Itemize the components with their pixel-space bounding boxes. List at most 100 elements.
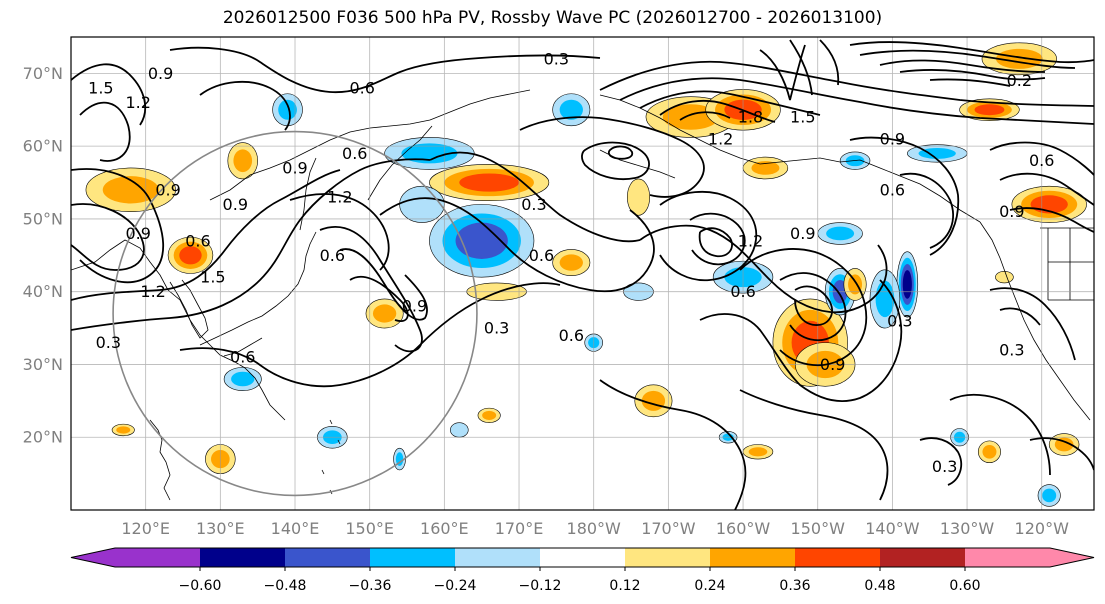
pv-anomaly-blob — [278, 99, 297, 120]
contour-label: 0.6 — [230, 348, 255, 367]
contour-label: 1.5 — [790, 108, 815, 127]
lon-tick-label: 120°E — [121, 519, 170, 538]
pv-anomaly-blob — [102, 176, 159, 204]
pv-anomaly-blob — [1042, 488, 1057, 503]
colorbar-segment — [880, 548, 966, 567]
lon-tick-label: 140°W — [865, 519, 920, 538]
contour-label: 0.6 — [185, 231, 210, 250]
pv-anomaly-blob — [395, 452, 404, 466]
colorbar-tick-label: −0.24 — [434, 578, 477, 594]
colorbar-tick-label: −0.36 — [349, 578, 392, 594]
contour-label: 1.2 — [738, 231, 763, 250]
pv-anomaly-blob — [482, 410, 497, 420]
contour-label: 0.9 — [402, 297, 427, 316]
contour-label: 0.3 — [932, 457, 957, 476]
colorbar-segment — [710, 548, 796, 567]
contour-label: 0.6 — [880, 180, 905, 199]
pv-anomaly-blob — [179, 246, 202, 265]
contour-labels: 0.3 0.6 1.5 1.2 0.9 0.6 0.9 0.9 0.9 1.2 0.3 0.9 0.6 0… — [88, 49, 1054, 476]
colorbar-tick-label: −0.60 — [179, 578, 222, 594]
pv-anomaly-blob — [559, 254, 583, 271]
contour-label: 0.6 — [320, 246, 345, 265]
contour-label: 1.5 — [200, 268, 225, 287]
lon-tick-label: 140°E — [271, 519, 320, 538]
contour-label: 0.9 — [820, 355, 845, 374]
pv-anomaly-blob — [974, 104, 1005, 116]
pv-anomaly-blob — [641, 390, 666, 411]
pv-anomaly-blob — [627, 178, 651, 216]
colorbar-tick-label: −0.12 — [519, 578, 562, 594]
colorbar-segment — [795, 548, 881, 567]
contour-label: 0.9 — [125, 224, 150, 243]
contour-label: 1.2 — [708, 129, 733, 148]
contour-label: 0.3 — [96, 333, 121, 352]
contour-label: 1.5 — [88, 78, 113, 97]
pv-anomaly-blob — [231, 371, 255, 387]
lon-tick-label: 150°W — [791, 519, 846, 538]
lat-tick-label: 50°N — [23, 209, 63, 228]
contour-label: 0.6 — [559, 326, 584, 345]
contour-label: 0.6 — [349, 78, 374, 97]
map-frame — [70, 36, 1095, 511]
lon-tick-label: 170°W — [641, 519, 696, 538]
contour-label: 0.9 — [880, 129, 905, 148]
lon-tick-label: 180°W — [567, 519, 622, 538]
colorbar-tick-label: −0.48 — [264, 578, 307, 594]
lon-tick-label: 150°E — [345, 519, 394, 538]
lat-tick-label: 40°N — [23, 282, 63, 301]
colorbar-tick-label: 0.60 — [949, 578, 980, 594]
colorbar-segment — [455, 548, 541, 567]
lat-tick-label: 70°N — [23, 64, 63, 83]
contour-label: 1.2 — [327, 188, 352, 207]
lon-tick-label: 130°E — [196, 519, 245, 538]
colorbar-tick-label: 0.48 — [864, 578, 895, 594]
contour-label: 0.3 — [544, 49, 569, 68]
lon-tick-label: 170°E — [495, 519, 544, 538]
lon-tick-label: 160°W — [716, 519, 771, 538]
pv-anomaly-blob — [459, 173, 520, 192]
pv-anomaly-blob — [233, 149, 253, 173]
lat-tick-label: 20°N — [23, 428, 63, 447]
pv-anomaly-blob — [995, 271, 1014, 284]
pv-anomaly-blob — [748, 447, 768, 457]
contour-label: 1.2 — [140, 282, 165, 301]
lon-tick-label: 130°W — [940, 519, 995, 538]
pv-anomaly-blob — [662, 104, 719, 130]
pv-anomaly-blob — [450, 422, 469, 438]
pv-anomaly-blob — [1054, 437, 1074, 452]
pv-anomaly-blob — [399, 185, 445, 223]
contour-label: 0.9 — [223, 195, 248, 214]
lat-tick-label: 60°N — [23, 137, 63, 156]
contour-label: 0.9 — [155, 180, 180, 199]
contour-label: 0.6 — [730, 282, 755, 301]
contour-label: 0.6 — [342, 144, 367, 163]
colorbar-tick-label: 0.36 — [779, 578, 810, 594]
rossby-wave-region-circle — [112, 130, 478, 497]
lon-tick-label: 160°E — [420, 519, 469, 538]
pv-anomaly-blob — [751, 161, 780, 175]
contour-label: 0.6 — [529, 246, 554, 265]
gridlines — [71, 37, 1094, 510]
contour-label: 0.3 — [521, 195, 546, 214]
contour-label: 0.6 — [1029, 151, 1054, 170]
contour-label: 0.3 — [484, 319, 509, 338]
pv-anomaly-blob — [902, 270, 912, 299]
colorbar-segment — [625, 548, 711, 567]
colorbar-segment — [370, 548, 456, 567]
lat-tick-label: 30°N — [23, 355, 63, 374]
colorbar-over-extension — [965, 548, 1094, 567]
contour-label: 0.9 — [148, 64, 173, 83]
contour-label: 0.9 — [790, 224, 815, 243]
latitude-labels: 70°N 60°N 50°N 40°N 30°N 20°N — [23, 64, 63, 447]
pv-anomaly-blob — [455, 222, 508, 259]
contour-label: 1.2 — [125, 93, 150, 112]
pv-anomaly-blob — [826, 226, 855, 241]
pv-anomaly-blob — [559, 99, 583, 120]
pv-anomaly-blob — [848, 274, 863, 295]
contour-label: 0.3 — [887, 311, 912, 330]
contour-label: 0.2 — [1007, 71, 1032, 90]
colorbar-segment — [200, 548, 286, 567]
pv-anomaly-blob — [116, 426, 131, 434]
contour-label: 0.9 — [999, 202, 1024, 221]
